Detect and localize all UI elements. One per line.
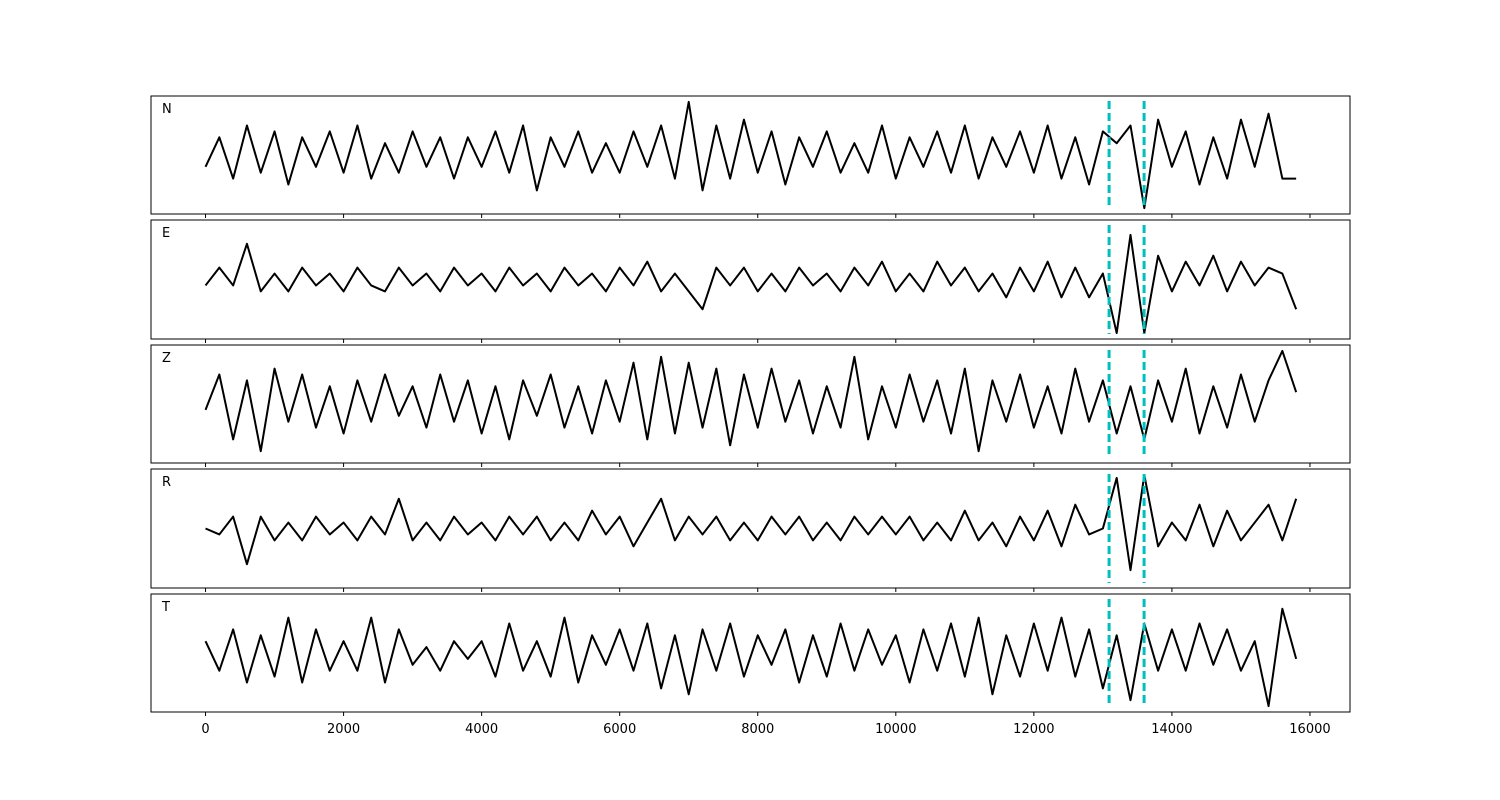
waveform (205, 473, 1298, 572)
panel-label: Z (162, 351, 171, 366)
axes-frame (150, 593, 1351, 713)
axes-frame (150, 219, 1351, 340)
x-tick-label: 2000 (327, 722, 360, 737)
waveform (204, 233, 1298, 335)
axes-frame (150, 95, 1351, 215)
x-tick-label: 16000 (1289, 722, 1330, 737)
x-tick-label: 10000 (875, 722, 916, 737)
x-tick-label: 12000 (1013, 722, 1054, 737)
waveform (204, 100, 1297, 210)
panel-label: R (162, 475, 171, 490)
x-tick-label: 0 (201, 722, 209, 737)
x-tick-label: 8000 (741, 722, 774, 737)
waveform (204, 607, 1298, 708)
x-tick-label: 6000 (603, 722, 636, 737)
panel-label: N (162, 102, 172, 117)
x-tick-label: 4000 (465, 722, 498, 737)
waveform (204, 349, 1298, 453)
panel-label: E (162, 226, 170, 241)
axes-frame (150, 468, 1351, 589)
axes-frame (150, 344, 1351, 464)
x-tick-label: 14000 (1151, 722, 1192, 737)
panel-label: T (161, 600, 170, 615)
